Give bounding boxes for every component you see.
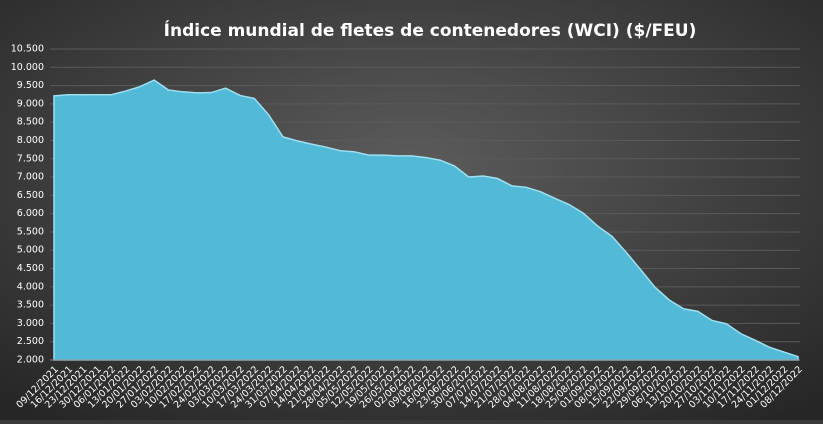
y-tick-label: 10.000: [11, 62, 44, 73]
y-tick-label: 4.000: [17, 281, 44, 292]
y-tick-label: 2.500: [17, 336, 44, 347]
y-tick-label: 6.000: [17, 208, 44, 219]
y-tick-label: 8.500: [17, 117, 44, 128]
y-tick-label: 5.000: [17, 245, 44, 256]
y-tick-label: 10.500: [11, 44, 44, 55]
y-tick-label: 4.500: [17, 263, 44, 274]
y-tick-label: 7.500: [17, 153, 44, 164]
y-tick-label: 9.500: [17, 80, 44, 91]
y-tick-label: 9.000: [17, 98, 44, 109]
y-tick-label: 7.000: [17, 172, 44, 183]
y-tick-label: 3.500: [17, 300, 44, 311]
y-tick-label: 6.500: [17, 190, 44, 201]
chart-title: Índice mundial de fletes de contenedores…: [164, 19, 697, 41]
y-tick-label: 5.500: [17, 226, 44, 237]
area: [53, 79, 799, 361]
y-tick-label: 8.000: [17, 135, 44, 146]
y-tick-label: 3.000: [17, 318, 44, 329]
y-tick-label: 2.000: [17, 355, 44, 366]
